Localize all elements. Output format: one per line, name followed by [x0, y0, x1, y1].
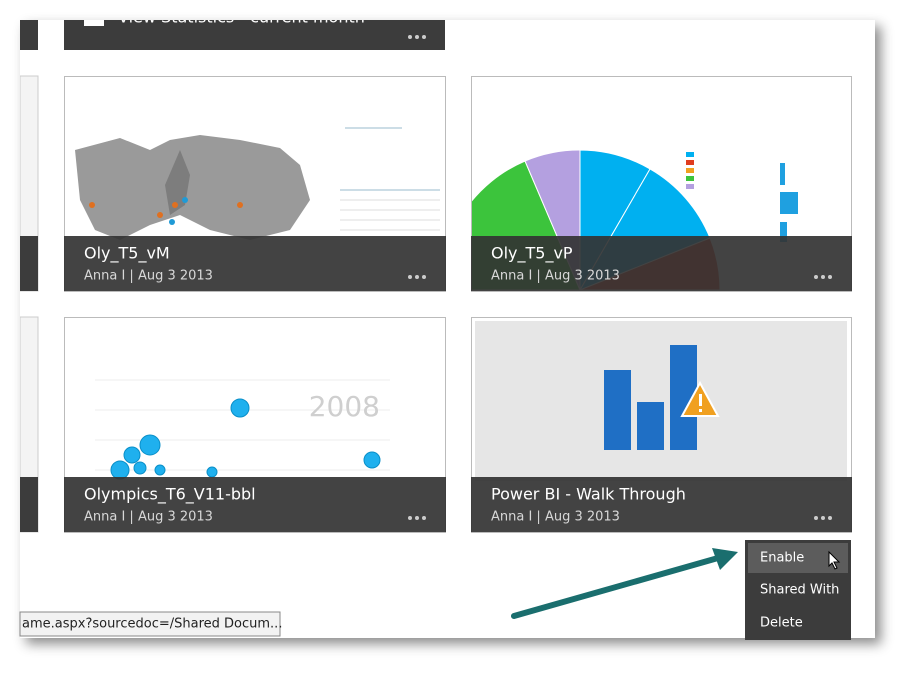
partial-tile: [20, 477, 38, 532]
dot: [422, 275, 426, 279]
tile-subtitle: Anna I | Aug 3 2013: [491, 269, 620, 284]
tile-subtitle: Anna I | Aug 3 2013: [491, 510, 620, 525]
dot: [828, 275, 832, 279]
cursor: [828, 550, 841, 570]
tile-border[interactable]: [471, 317, 852, 533]
tile-subtitle: Anna I | Aug 3 2013: [84, 510, 213, 525]
menu-item[interactable]: Enable: [760, 551, 804, 566]
tile-caption: [471, 477, 852, 532]
top-tile[interactable]: [64, 0, 445, 50]
context-menu: Enable Shared With Delete: [745, 540, 851, 640]
dot: [415, 516, 419, 520]
annotation-arrow: [511, 548, 738, 619]
tile-subtitle: Anna I | Aug 3 2013: [84, 269, 213, 284]
status-bar: [19, 611, 281, 637]
tile-border[interactable]: [64, 317, 446, 533]
more-button[interactable]: [408, 275, 426, 279]
tile-caption: [64, 236, 446, 291]
thumbnail: [475, 321, 847, 481]
more-button[interactable]: [814, 516, 832, 520]
dot: [422, 516, 426, 520]
more-button[interactable]: [814, 275, 832, 279]
tile-title: Power BI - Walk Through: [491, 485, 686, 504]
partial-tile: [20, 236, 38, 291]
menu-item[interactable]: Delete: [760, 616, 803, 631]
dot: [821, 516, 825, 520]
dot: [814, 275, 818, 279]
tile-title: Oly_T5_vM: [84, 244, 170, 264]
more-button[interactable]: [408, 35, 426, 39]
dot: [814, 516, 818, 520]
tile-title: Oly_T5_vP: [491, 244, 573, 264]
more-button[interactable]: [408, 516, 426, 520]
top-tile-title: View Statistics - current month: [118, 8, 365, 27]
tile-icon: [84, 20, 104, 26]
tile-caption: [64, 477, 446, 532]
status-url: ame.aspx?sourcedoc=/Shared Docum...: [22, 617, 282, 632]
dot: [821, 275, 825, 279]
tile-border[interactable]: [64, 76, 446, 292]
tile-title: Olympics_T6_V11-bbl: [84, 485, 256, 505]
menu-item[interactable]: Shared With: [760, 583, 839, 598]
tile-border[interactable]: [471, 76, 852, 292]
partial-tile: [20, 20, 38, 50]
thumbnail-text: 2008: [309, 390, 380, 423]
dot: [415, 275, 419, 279]
dot: [408, 275, 412, 279]
tile-caption: [471, 236, 852, 291]
dot: [828, 516, 832, 520]
dot: [408, 516, 412, 520]
